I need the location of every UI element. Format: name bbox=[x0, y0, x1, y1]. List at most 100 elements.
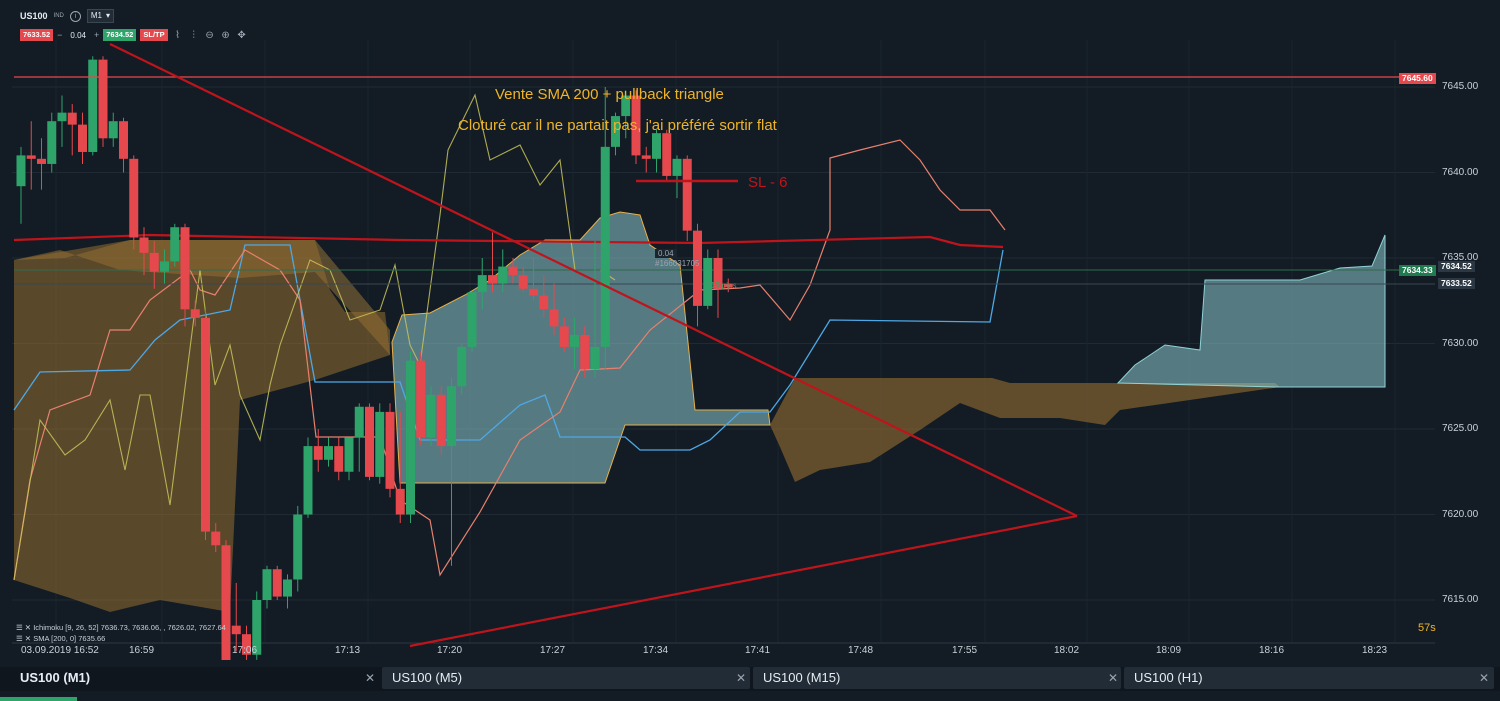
timeframe-value: M1 bbox=[90, 11, 102, 20]
price-axis-label: 7620.00 bbox=[1442, 508, 1479, 520]
candle-bull bbox=[88, 59, 98, 152]
chart-type-icon[interactable]: ⫶ bbox=[192, 29, 195, 41]
time-axis-label: 16:59 bbox=[129, 645, 155, 656]
tab-us100-m15[interactable]: US100 (M15) bbox=[763, 670, 841, 685]
decrease-quantity-button[interactable]: − bbox=[57, 30, 63, 40]
ichimoku-legend[interactable]: ☰ ✕ Ichimoku [9, 26, 52] 7636.73, 7636.0… bbox=[16, 623, 226, 632]
candle-bear bbox=[488, 275, 497, 284]
candle-bear bbox=[221, 545, 231, 660]
crosshair-icon[interactable]: ✥ bbox=[237, 29, 246, 41]
price-axis-label: 7635.00 bbox=[1442, 252, 1479, 263]
bid-price-tag: 7633.52 bbox=[1438, 278, 1475, 289]
drawn-objects bbox=[14, 43, 1435, 648]
symbol-name[interactable]: US100 bbox=[20, 11, 48, 21]
time-axis-label: 17:06 bbox=[232, 645, 258, 656]
tab-us100-h1-bg bbox=[1124, 667, 1494, 689]
candle-bear bbox=[416, 360, 426, 438]
candle-bull bbox=[354, 406, 364, 438]
candle-bull bbox=[262, 569, 272, 600]
candle-bear bbox=[693, 230, 702, 306]
candle-bear bbox=[334, 446, 344, 472]
candle-bull bbox=[477, 275, 487, 293]
tab-us100-m5-bg bbox=[382, 667, 750, 689]
symbol-type-tag: IND bbox=[53, 13, 64, 19]
price-axis-label: 7625.00 bbox=[1442, 423, 1479, 434]
candle-bear bbox=[98, 59, 108, 139]
tab-us100-m15-bg bbox=[753, 667, 1121, 689]
candle-bear bbox=[190, 309, 200, 318]
candle-bull bbox=[426, 394, 436, 438]
candle-bear bbox=[682, 158, 692, 231]
candle-bear bbox=[662, 133, 672, 176]
close-icon[interactable]: ✕ bbox=[1108, 671, 1119, 685]
ichimoku-legend-text: Ichimoku [9, 26, 52] 7636.73, 7636.06, ,… bbox=[33, 623, 226, 632]
candle-bear bbox=[78, 124, 87, 152]
candle-bear bbox=[723, 283, 733, 288]
kijun-line bbox=[13, 244, 1004, 451]
zoom-out-icon[interactable]: ⊖ bbox=[205, 29, 214, 41]
candle-bull bbox=[283, 579, 292, 597]
candle-bear bbox=[549, 309, 559, 327]
cloud-bearish bbox=[770, 378, 1280, 482]
tab-us100-m5[interactable]: US100 (M5) bbox=[392, 670, 463, 685]
candle-bull bbox=[600, 146, 610, 347]
candle-bear bbox=[139, 237, 149, 253]
price-axis-label: 7630.00 bbox=[1442, 337, 1479, 349]
sl-tp-button[interactable]: SL/TP bbox=[140, 29, 168, 41]
close-icon[interactable]: ✕ bbox=[736, 671, 747, 685]
candle-bull bbox=[447, 386, 456, 447]
candle-bear bbox=[211, 531, 221, 546]
candle-bull bbox=[611, 116, 620, 147]
quantity-input[interactable]: 0.04 bbox=[70, 30, 86, 40]
time-axis-label: 18:16 bbox=[1259, 645, 1285, 656]
candle-bear bbox=[713, 258, 723, 289]
candle-bull bbox=[324, 446, 333, 460]
info-icon[interactable]: i bbox=[69, 10, 81, 22]
candle-bull bbox=[652, 133, 661, 159]
time-axis-label: 17:20 bbox=[437, 645, 463, 656]
time-axis-label: 18:23 bbox=[1362, 645, 1388, 656]
sma-legend-text: SMA [200, 0] 7635.66 bbox=[33, 634, 106, 643]
candle-bear bbox=[180, 227, 190, 310]
buy-price-button[interactable]: 7634.52 bbox=[103, 29, 137, 41]
time-axis-label: 17:48 bbox=[848, 645, 874, 656]
candle-bull bbox=[57, 112, 67, 122]
increase-quantity-button[interactable]: + bbox=[93, 30, 100, 40]
chikou-line bbox=[13, 93, 616, 581]
candle-bear bbox=[149, 252, 159, 272]
list-icon: ☰ ✕ bbox=[16, 623, 34, 632]
time-axis-label: 18:02 bbox=[1054, 645, 1080, 656]
close-icon[interactable]: ✕ bbox=[1479, 671, 1490, 685]
zoom-in-icon[interactable]: ⊕ bbox=[221, 29, 230, 41]
candle-bull bbox=[344, 437, 354, 472]
time-axis-label: 17:55 bbox=[952, 645, 978, 656]
indicators-icon[interactable]: ⌇ bbox=[175, 29, 181, 41]
candle-bear bbox=[313, 446, 323, 460]
position-id: #166031705 bbox=[655, 259, 700, 268]
close-icon[interactable]: ✕ bbox=[365, 671, 376, 685]
candle-bull bbox=[672, 158, 682, 176]
candle-bear bbox=[539, 295, 549, 310]
candle-bull bbox=[703, 258, 713, 306]
candle-bull bbox=[170, 227, 180, 262]
candle-bear bbox=[201, 317, 210, 532]
candle-bull bbox=[16, 155, 26, 187]
candle-bear bbox=[395, 488, 405, 515]
candle-bear bbox=[26, 155, 36, 159]
candle-bear bbox=[242, 634, 251, 655]
price-chart[interactable] bbox=[0, 0, 1500, 660]
tab-us100-h1[interactable]: US100 (H1) bbox=[1134, 670, 1203, 685]
tab-us100-m1[interactable]: US100 (M1) bbox=[20, 670, 91, 685]
candle-bear bbox=[529, 288, 538, 296]
candle-bear bbox=[641, 155, 651, 159]
candle-bear bbox=[580, 334, 590, 370]
sma-legend[interactable]: ☰ ✕ SMA [200, 0] 7635.66 bbox=[16, 634, 105, 643]
timeframe-select[interactable]: M1 ▾ bbox=[86, 9, 115, 23]
candle-bull bbox=[47, 121, 57, 164]
sell-price-button[interactable]: 7633.52 bbox=[20, 29, 54, 41]
candle-bear bbox=[231, 625, 241, 635]
candle-bull bbox=[108, 121, 118, 139]
position-quantity[interactable]: 0.04 bbox=[655, 249, 677, 258]
candle-bear bbox=[385, 411, 395, 489]
candle-bull bbox=[457, 346, 467, 387]
